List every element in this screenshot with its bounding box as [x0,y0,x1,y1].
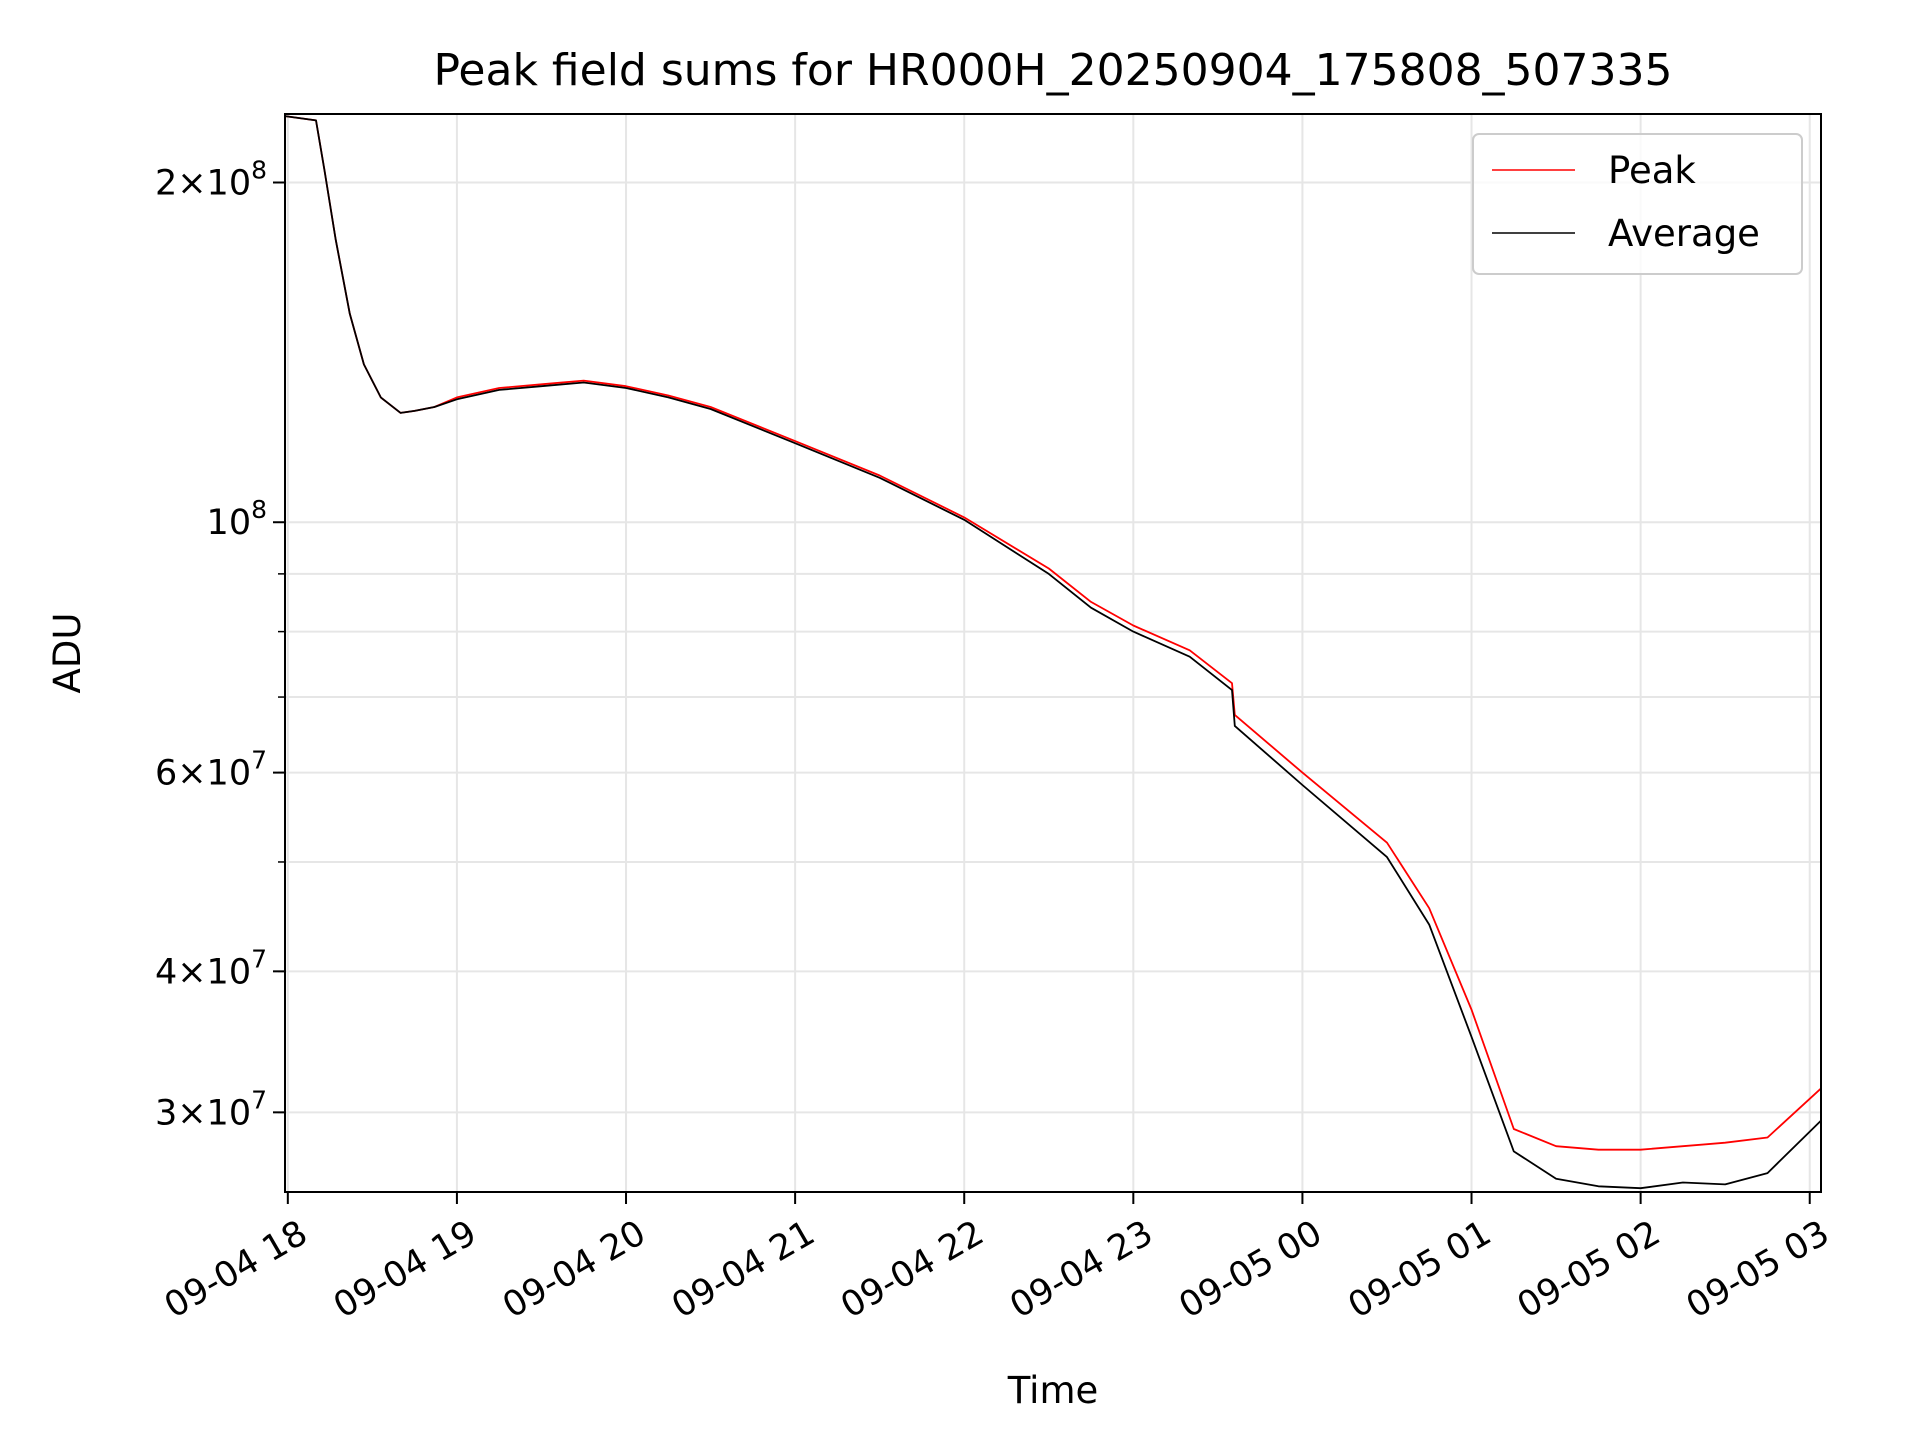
x-tick-label: 09-04 20 [496,1213,652,1326]
legend: Peak Average [1472,133,1803,275]
y-tick-label: 3×107 [155,1085,267,1133]
x-tick-label: 09-04 23 [1004,1213,1160,1326]
legend-label-peak: Peak [1608,149,1696,192]
grid-lines [285,114,1821,1192]
legend-label-average: Average [1608,212,1760,255]
x-tick-label: 09-05 02 [1511,1213,1667,1326]
plot-frame [284,113,1822,1193]
x-axis-label: Time [1007,1369,1099,1412]
chart-title: Peak field sums for HR000H_20250904_1758… [433,45,1672,96]
y-tick-label: 4×107 [155,944,267,992]
x-tick-label: 09-04 18 [158,1213,314,1326]
x-tick-label: 09-05 03 [1680,1213,1836,1326]
y-tick-label: 2×108 [155,156,267,204]
x-tick-label: 09-05 00 [1173,1213,1329,1326]
series-layer [284,115,1822,1190]
x-axis: 09-04 18 09-04 19 09-04 20 09-04 21 09-04 22… [158,1192,1836,1326]
y-tick-label: 6×107 [155,746,267,794]
y-axis: 3×107 4×107 6×107 108 2×108 [155,156,285,1133]
x-tick-label: 09-04 22 [834,1213,990,1326]
y-tick-label: 108 [207,495,267,543]
x-tick-label: 09-05 01 [1342,1213,1498,1326]
x-tick-label: 09-04 21 [665,1213,821,1326]
legend-frame [1472,133,1803,275]
x-tick-label: 09-04 19 [327,1213,483,1326]
y-axis-label: ADU [46,613,89,694]
series-line-average [284,115,1822,1190]
